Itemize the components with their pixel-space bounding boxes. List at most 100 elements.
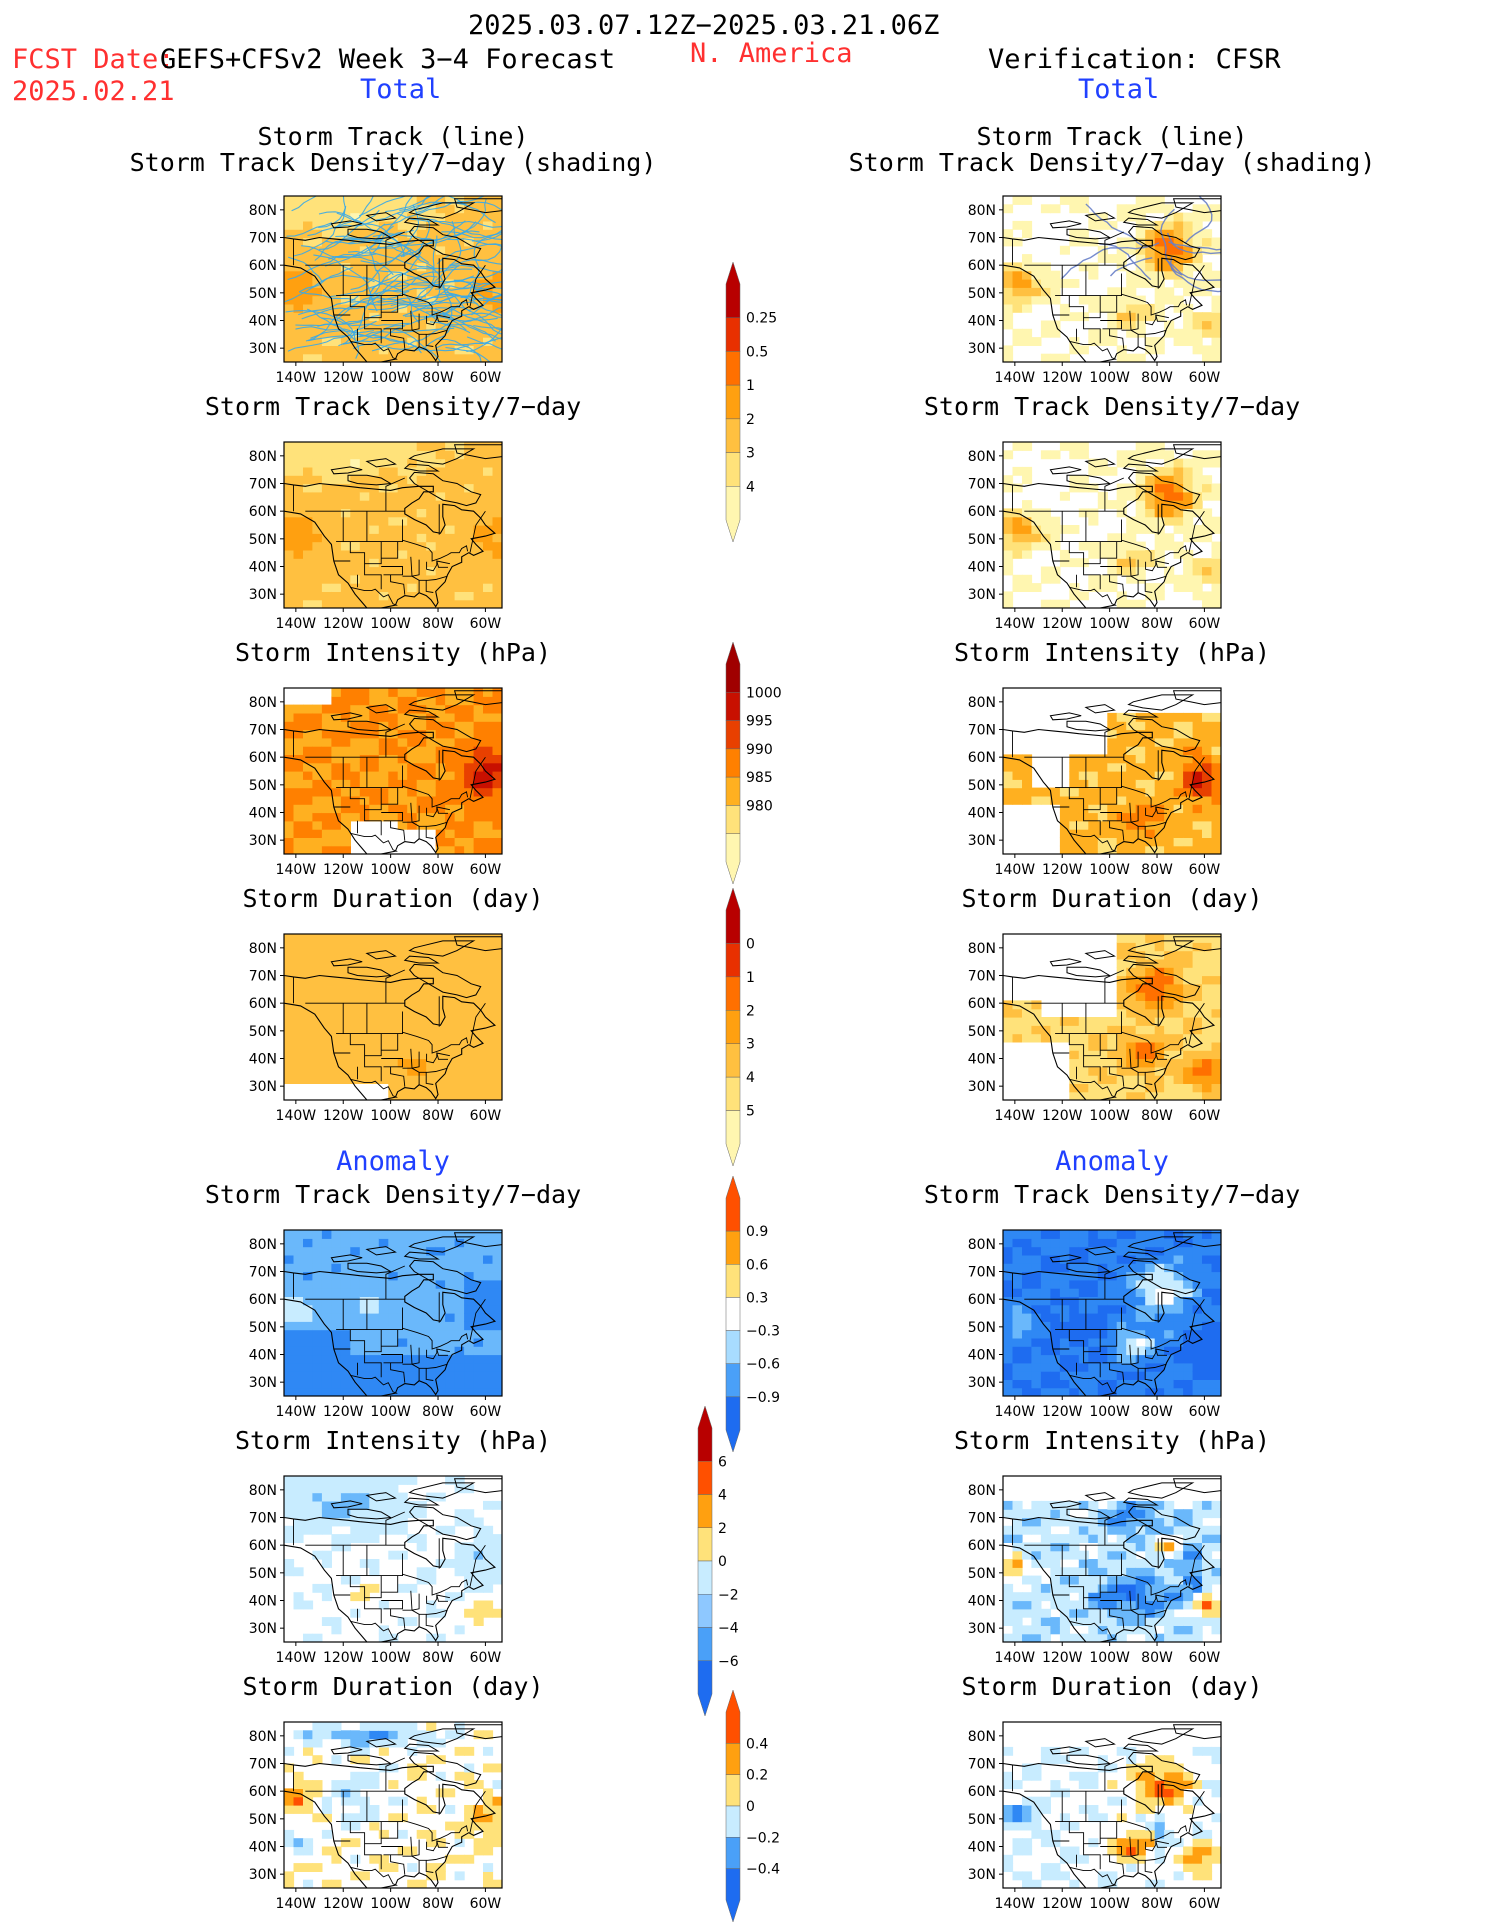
shade-cell [312, 541, 323, 551]
shade-cell [293, 1033, 304, 1043]
shade-cell [397, 1492, 408, 1502]
shade-cell [1012, 1008, 1023, 1018]
shade-cell [1003, 303, 1014, 313]
shade-cell [407, 942, 418, 952]
shade-cell [1192, 845, 1203, 854]
shade-cell [331, 1362, 342, 1372]
shade-cell [1154, 303, 1165, 313]
shade-cell [435, 1492, 446, 1502]
shade-cell [1022, 1238, 1033, 1248]
shade-cell [464, 1484, 475, 1494]
shade-cell [1154, 845, 1165, 854]
lat-label: 70N [249, 1757, 277, 1773]
shade-cell [397, 1730, 408, 1740]
political-border [425, 1860, 434, 1873]
shade-cell [1192, 975, 1203, 985]
shade-cell [445, 1254, 456, 1264]
political-border [350, 1866, 398, 1886]
shade-cell [369, 204, 380, 214]
shade-cell [293, 712, 304, 722]
shade-cell [1211, 1304, 1221, 1314]
shade-cell [293, 295, 304, 305]
shade-cell [445, 599, 456, 608]
political-border [411, 1855, 448, 1861]
shade-cell [1022, 287, 1033, 297]
shade-cell [1145, 1346, 1156, 1356]
shade-cell [359, 992, 370, 1001]
shade-cell [1135, 279, 1146, 288]
shade-cell [1078, 1230, 1089, 1239]
storm-track-line [330, 267, 437, 298]
shade-cell [293, 1296, 304, 1306]
political-border [364, 1843, 382, 1870]
shade-cell [435, 196, 446, 205]
shade-cell [1192, 967, 1203, 977]
shade-cell [340, 1534, 351, 1543]
shade-cell [1211, 992, 1221, 1001]
shade-cell [407, 328, 418, 338]
shade-cell [1202, 934, 1213, 943]
shade-cell [303, 942, 314, 952]
shade-cell [464, 1854, 475, 1864]
shade-cell [1059, 1288, 1070, 1297]
shade-cell [492, 558, 502, 568]
shade-cell [435, 491, 446, 501]
shade-cell [388, 475, 399, 485]
shade-cell [407, 1722, 418, 1731]
storm-track-line [295, 321, 362, 327]
shade-cell [483, 1763, 494, 1773]
shade-cell [1097, 458, 1108, 468]
shade-cell [473, 1296, 484, 1306]
shade-cell [340, 712, 351, 722]
shade-cell [340, 1230, 351, 1239]
shade-cell [1088, 1058, 1099, 1068]
lat-label: 50N [249, 1024, 277, 1040]
shade-cell [464, 737, 475, 747]
storm-track-line [426, 307, 502, 318]
shade-cell [284, 820, 295, 830]
shade-cell [483, 1271, 494, 1281]
shade-cell [1183, 466, 1194, 476]
shade-cell [454, 1033, 465, 1043]
shade-cell [388, 1000, 399, 1010]
shade-cell [1031, 1271, 1042, 1281]
map-field [1003, 196, 1221, 362]
shade-cell [1031, 1230, 1042, 1239]
shade-cell [388, 1017, 399, 1026]
shade-cell [435, 1066, 446, 1076]
shade-cell [293, 1337, 304, 1347]
shade-cell [388, 1550, 399, 1560]
shade-cell [464, 1091, 475, 1100]
shade-cell [350, 1780, 361, 1789]
lon-label: 120W [1042, 370, 1083, 386]
shade-cell [331, 688, 342, 697]
shade-cell [1126, 1296, 1137, 1306]
title-intensity-anom-forecast: Storm Intensity (hPa) [234, 1426, 552, 1455]
lon-label: 80W [422, 1108, 454, 1124]
shade-cell [1202, 1246, 1213, 1256]
shade-cell [359, 295, 370, 305]
shade-cell [1012, 525, 1023, 534]
shade-cell [378, 1008, 389, 1018]
storm-track-line [449, 259, 502, 266]
shade-cell [435, 1559, 446, 1568]
shade-cell [312, 450, 323, 460]
shade-cell [284, 320, 295, 330]
shade-cell [1164, 212, 1175, 222]
shade-cell [1202, 1058, 1213, 1068]
shade-cell [1135, 992, 1146, 1001]
shade-cell [1031, 262, 1042, 272]
shade-cell [331, 950, 342, 960]
shade-cell [1116, 754, 1127, 764]
shade-cell [407, 1050, 418, 1060]
shade-cell [1040, 1304, 1051, 1314]
shade-cell [1088, 458, 1099, 468]
shade-cell [454, 837, 465, 847]
shade-cell [369, 1492, 380, 1502]
shade-cell [397, 754, 408, 764]
shade-cell [1135, 1000, 1146, 1010]
shade-cell [483, 212, 494, 222]
shade-cell [397, 353, 408, 362]
shade-cell [1173, 303, 1184, 313]
shade-cell [1173, 279, 1184, 288]
